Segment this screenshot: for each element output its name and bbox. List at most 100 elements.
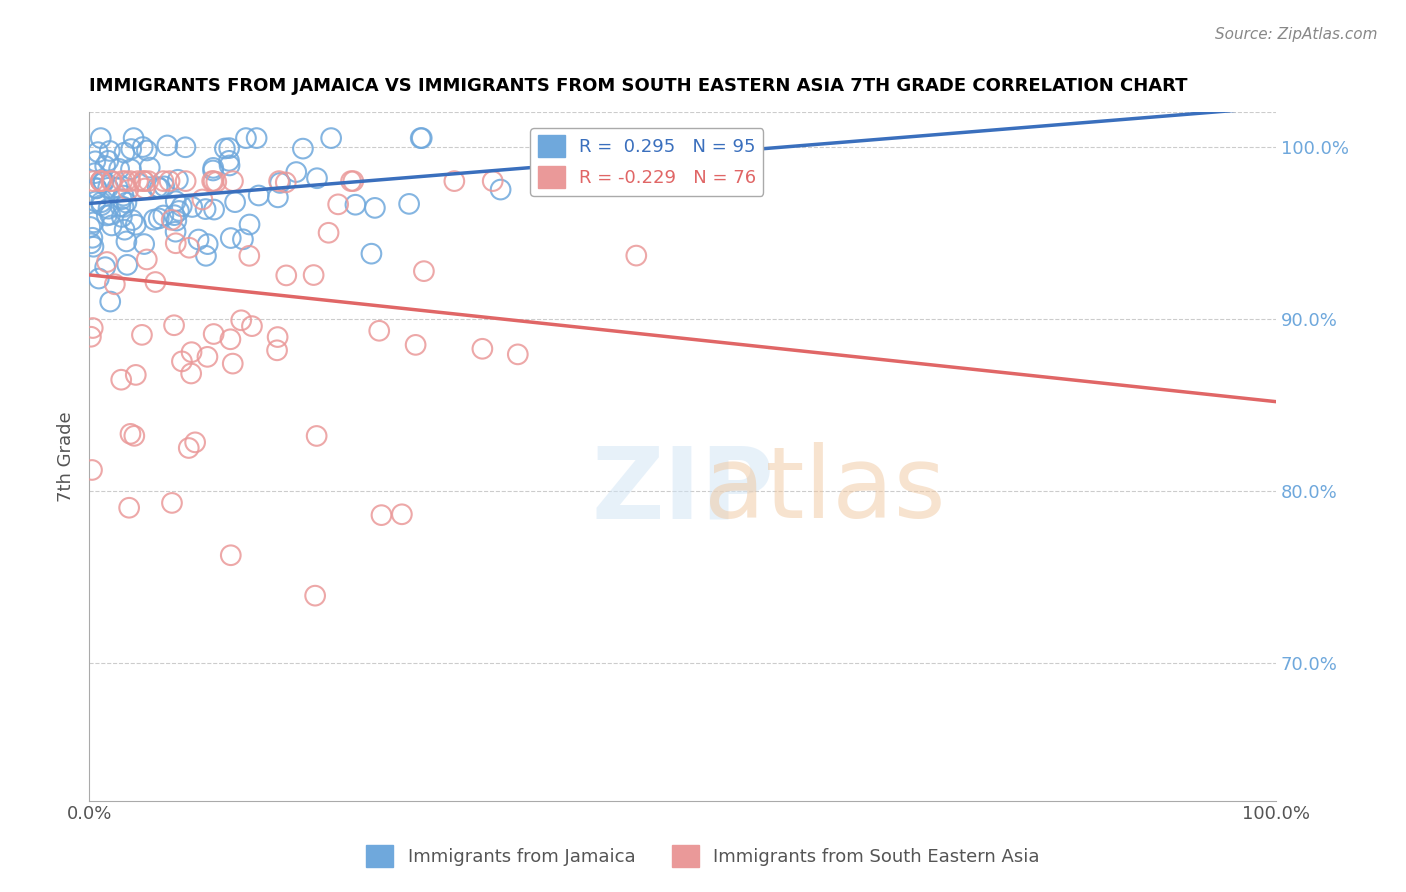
Point bbox=[177, 441, 200, 455]
Point bbox=[125, 368, 148, 382]
Point bbox=[80, 330, 103, 344]
Point bbox=[471, 342, 494, 356]
Point bbox=[98, 208, 121, 222]
Point bbox=[97, 202, 120, 216]
Point bbox=[83, 166, 105, 180]
Point bbox=[197, 237, 219, 252]
Point bbox=[184, 435, 207, 450]
Point bbox=[160, 496, 183, 510]
Point bbox=[84, 194, 107, 209]
Text: ZIP: ZIP bbox=[591, 442, 773, 540]
Point bbox=[167, 173, 190, 187]
Point bbox=[100, 219, 122, 233]
Point bbox=[82, 174, 104, 188]
Point bbox=[364, 201, 387, 215]
Point bbox=[285, 165, 308, 179]
Point bbox=[222, 357, 245, 371]
Point bbox=[304, 589, 326, 603]
Point bbox=[145, 275, 167, 289]
Point bbox=[93, 175, 115, 189]
Point bbox=[110, 199, 132, 213]
Point bbox=[90, 195, 112, 210]
Point bbox=[165, 194, 187, 209]
Point bbox=[194, 202, 217, 216]
Point bbox=[111, 174, 134, 188]
Point bbox=[87, 145, 110, 160]
Point bbox=[91, 174, 114, 188]
Point bbox=[291, 142, 314, 156]
Point bbox=[165, 225, 187, 239]
Point bbox=[238, 249, 260, 263]
Point bbox=[134, 181, 156, 195]
Point bbox=[170, 354, 193, 368]
Point bbox=[112, 188, 135, 202]
Point bbox=[120, 142, 142, 156]
Point bbox=[108, 161, 131, 176]
Point bbox=[84, 154, 107, 169]
Point bbox=[134, 237, 156, 252]
Point bbox=[101, 174, 124, 188]
Point bbox=[83, 215, 105, 229]
Point bbox=[194, 249, 217, 263]
Point bbox=[201, 174, 224, 188]
Text: IMMIGRANTS FROM JAMAICA VS IMMIGRANTS FROM SOUTH EASTERN ASIA 7TH GRADE CORRELAT: IMMIGRANTS FROM JAMAICA VS IMMIGRANTS FR… bbox=[89, 78, 1188, 95]
Point bbox=[235, 131, 257, 145]
Point bbox=[218, 158, 240, 172]
Point bbox=[97, 181, 120, 195]
Point bbox=[370, 508, 392, 523]
Point bbox=[224, 195, 246, 210]
Point bbox=[146, 180, 169, 194]
Point bbox=[218, 141, 240, 155]
Point bbox=[305, 171, 328, 186]
Point bbox=[80, 236, 103, 251]
Point bbox=[152, 209, 174, 223]
Point bbox=[114, 222, 136, 236]
Point bbox=[163, 208, 186, 222]
Point bbox=[205, 175, 228, 189]
Point bbox=[232, 232, 254, 246]
Point bbox=[86, 181, 108, 195]
Point bbox=[111, 192, 134, 206]
Point bbox=[443, 174, 465, 188]
Point bbox=[120, 426, 142, 441]
Point bbox=[90, 174, 112, 188]
Point bbox=[368, 324, 391, 338]
Point bbox=[344, 198, 367, 212]
Point bbox=[121, 213, 143, 227]
Point bbox=[167, 203, 190, 218]
Point bbox=[120, 162, 142, 177]
Point bbox=[321, 131, 343, 145]
Point bbox=[96, 209, 118, 223]
Point bbox=[222, 174, 245, 188]
Point bbox=[179, 241, 201, 255]
Point bbox=[132, 174, 155, 188]
Point bbox=[247, 188, 270, 202]
Point bbox=[174, 174, 197, 188]
Point bbox=[115, 195, 138, 210]
Point bbox=[96, 255, 118, 269]
Point bbox=[152, 174, 174, 188]
Point bbox=[82, 231, 104, 245]
Point bbox=[340, 174, 363, 188]
Point bbox=[267, 190, 290, 204]
Point bbox=[138, 174, 160, 188]
Point bbox=[124, 429, 146, 443]
Point bbox=[115, 235, 138, 249]
Point bbox=[219, 332, 242, 346]
Point bbox=[131, 327, 153, 342]
Point bbox=[305, 429, 328, 443]
Point bbox=[411, 131, 433, 145]
Point bbox=[86, 181, 108, 195]
Point bbox=[104, 277, 127, 292]
Point bbox=[266, 343, 288, 358]
Point bbox=[391, 508, 413, 522]
Point bbox=[149, 181, 172, 195]
Point bbox=[110, 373, 132, 387]
Point bbox=[202, 161, 225, 175]
Point bbox=[156, 138, 179, 153]
Point bbox=[114, 174, 136, 188]
Point bbox=[318, 226, 340, 240]
Point bbox=[82, 321, 104, 335]
Point bbox=[153, 179, 176, 194]
Point bbox=[219, 231, 242, 245]
